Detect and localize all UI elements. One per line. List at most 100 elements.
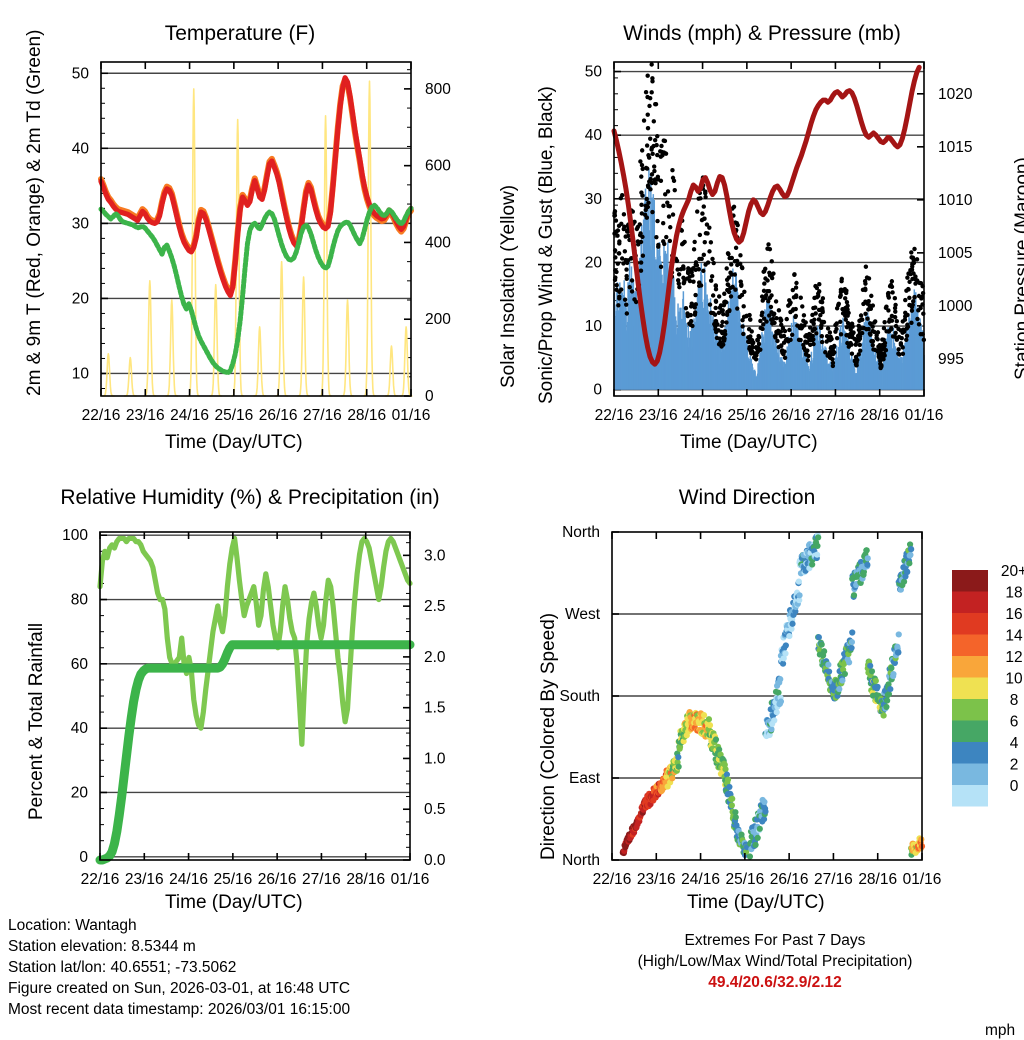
svg-text:1005: 1005 [938, 245, 972, 262]
svg-text:01/16: 01/16 [391, 871, 430, 888]
svg-text:10: 10 [585, 318, 603, 335]
svg-text:West: West [565, 606, 601, 623]
legend-swatch [952, 634, 988, 656]
svg-text:24/16: 24/16 [169, 871, 208, 888]
panel-wind-direction-title: Wind Direction [678, 486, 816, 509]
panel-winds: Winds (mph) & Pressure (mb) Sonic/Prop W… [512, 0, 1024, 470]
svg-text:12: 12 [1005, 649, 1022, 666]
svg-text:01/16: 01/16 [903, 871, 942, 888]
footer-elevation: Station elevation: 8.5344 m [8, 938, 196, 955]
svg-text:27/16: 27/16 [302, 871, 341, 888]
svg-text:20+: 20+ [1001, 563, 1024, 580]
svg-text:26/16: 26/16 [770, 871, 809, 888]
svg-text:2.0: 2.0 [424, 649, 446, 666]
svg-text:18: 18 [1005, 585, 1022, 602]
svg-text:40: 40 [71, 720, 89, 737]
svg-text:100: 100 [62, 527, 88, 544]
panel-winds-xlabel: Time (Day/UTC) [680, 432, 818, 453]
legend-swatch [952, 742, 988, 764]
svg-text:22/16: 22/16 [82, 407, 121, 424]
svg-text:1015: 1015 [938, 139, 972, 156]
svg-text:26/16: 26/16 [258, 871, 297, 888]
svg-text:1010: 1010 [938, 192, 973, 209]
svg-text:60: 60 [71, 656, 89, 673]
svg-text:23/16: 23/16 [126, 407, 165, 424]
extremes-heading: Extremes For Past 7 Days [684, 932, 866, 949]
svg-text:0: 0 [593, 382, 602, 399]
panel-winds-title: Winds (mph) & Pressure (mb) [623, 22, 901, 45]
panel-temperature-xlabel: Time (Day/UTC) [165, 432, 303, 453]
panel-temperature-plot: 10 20 30 40 50 0 200 400 600 800 22/16 23/16 24/16 25… [72, 61, 451, 424]
svg-text:25/16: 25/16 [727, 407, 766, 424]
svg-text:26/16: 26/16 [772, 407, 811, 424]
svg-text:22/16: 22/16 [593, 871, 632, 888]
panel-humidity-title: Relative Humidity (%) & Precipitation (i… [60, 486, 440, 509]
svg-text:01/16: 01/16 [905, 407, 944, 424]
svg-text:40: 40 [585, 127, 603, 144]
svg-text:20: 20 [71, 784, 89, 801]
svg-text:1020: 1020 [938, 86, 973, 103]
svg-text:6: 6 [1010, 714, 1019, 731]
legend-swatch [952, 591, 988, 613]
svg-text:400: 400 [425, 234, 451, 251]
svg-text:27/16: 27/16 [814, 871, 853, 888]
svg-text:South: South [559, 688, 600, 705]
svg-text:2: 2 [1010, 757, 1019, 774]
svg-text:50: 50 [585, 64, 603, 81]
svg-text:16: 16 [1005, 606, 1022, 623]
svg-text:20: 20 [72, 290, 90, 307]
legend-swatch [952, 763, 988, 785]
svg-text:25/16: 25/16 [725, 871, 764, 888]
panel-humidity-plot: 0 20 40 60 80 100 0.0 0.5 1.0 1.5 2.0 2.5 3.0 22/16 23… [62, 527, 446, 888]
svg-text:East: East [569, 770, 601, 787]
svg-text:10: 10 [72, 365, 90, 382]
svg-text:50: 50 [72, 65, 90, 82]
svg-text:26/16: 26/16 [259, 407, 298, 424]
footer-created: Figure created on Sun, 2026-03-01, at 16… [8, 980, 351, 997]
footer-timestamp: Most recent data timestamp: 2026/03/01 1… [8, 1001, 351, 1018]
svg-text:0: 0 [425, 388, 434, 405]
svg-text:600: 600 [425, 158, 451, 175]
panel-wind-direction-xlabel: Time (Day/UTC) [687, 892, 825, 913]
svg-text:1.0: 1.0 [424, 750, 446, 767]
svg-text:40: 40 [72, 140, 90, 157]
svg-text:28/16: 28/16 [347, 407, 386, 424]
svg-text:0.5: 0.5 [424, 801, 446, 818]
svg-text:0: 0 [1010, 778, 1019, 795]
svg-text:22/16: 22/16 [595, 407, 634, 424]
svg-text:24/16: 24/16 [683, 407, 722, 424]
footer-metadata: Location: Wantagh Station elevation: 8.5… [8, 915, 350, 1020]
legend-swatch [952, 720, 988, 742]
svg-text:0.0: 0.0 [424, 852, 446, 869]
svg-text:20: 20 [585, 254, 603, 271]
svg-text:22/16: 22/16 [81, 871, 120, 888]
svg-text:27/16: 27/16 [303, 407, 342, 424]
svg-text:4: 4 [1010, 735, 1019, 752]
svg-text:North: North [562, 852, 600, 869]
panel-wind-direction: Wind Direction Direction (Colored By Spe… [512, 470, 1024, 1039]
svg-text:27/16: 27/16 [816, 407, 855, 424]
footer-location: Location: Wantagh [8, 917, 137, 934]
svg-text:25/16: 25/16 [213, 871, 252, 888]
extremes-block: Extremes For Past 7 Days (High/Low/Max W… [540, 930, 1010, 993]
panel-humidity-xlabel: Time (Day/UTC) [165, 892, 303, 913]
legend-swatch [952, 656, 988, 678]
svg-text:3.0: 3.0 [424, 547, 446, 564]
legend-swatch [952, 785, 988, 807]
extremes-values: 49.4/20.6/32.9/2.12 [708, 974, 842, 991]
svg-text:995: 995 [938, 351, 964, 368]
svg-text:1000: 1000 [938, 298, 973, 315]
svg-text:North: North [562, 524, 600, 541]
svg-text:8: 8 [1010, 692, 1019, 709]
footer-latlon: Station lat/lon: 40.6551; -73.5062 [8, 959, 237, 976]
svg-text:24/16: 24/16 [681, 871, 720, 888]
svg-text:23/16: 23/16 [637, 871, 676, 888]
panel-temperature: Temperature (F) 2m & 9m T (Red, Orange) … [0, 0, 519, 470]
legend-swatch [952, 570, 988, 592]
wind-speed-legend-title: mph [985, 1022, 1016, 1039]
svg-text:10: 10 [1005, 671, 1023, 688]
svg-text:28/16: 28/16 [858, 871, 897, 888]
panel-wind-direction-plot: North West South East North 22/16 23/16 24/16 25… [559, 524, 1024, 888]
svg-text:80: 80 [71, 592, 89, 609]
